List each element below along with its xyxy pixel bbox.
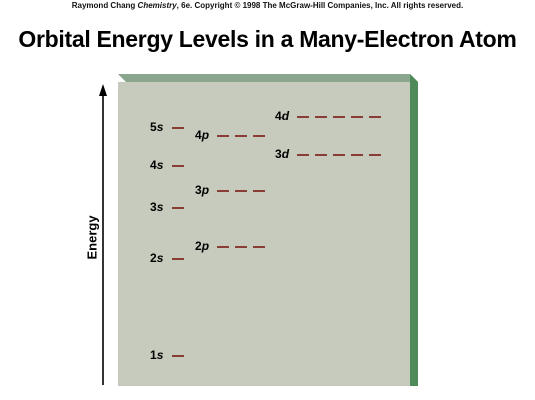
level-label-n: 2 (150, 251, 157, 265)
level-label-n: 3 (195, 183, 202, 197)
level-label-4s: 4s (150, 158, 163, 172)
level-label-l: p (201, 183, 210, 197)
level-label-l: s (156, 120, 164, 134)
level-label-4d: 4d (275, 109, 289, 123)
level-label-n: 4 (150, 158, 157, 172)
level-label-4p: 4p (195, 128, 209, 142)
level-label-2s: 2s (150, 251, 163, 265)
energy-axis-label: Energy (84, 215, 100, 260)
level-label-l: s (156, 251, 164, 265)
level-label-l: p (201, 128, 210, 142)
level-label-n: 5 (150, 120, 157, 134)
diagram-title: Orbital Energy Levels in a Many-Electron… (18, 26, 517, 52)
level-label-l: d (281, 147, 290, 161)
level-label-l: p (201, 239, 210, 253)
copyright-author: Raymond Chang (71, 1, 136, 10)
level-label-l: s (156, 200, 164, 214)
copyright-notice: Raymond Chang Chemistry, 6e. Copyright ©… (0, 1, 535, 10)
copyright-rest: , 6e. Copyright © 1998 The McGraw-Hill C… (176, 1, 464, 10)
level-label-3s: 3s (150, 200, 163, 214)
level-label-l: d (281, 109, 290, 123)
panel-face (118, 82, 410, 386)
level-label-n: 2 (195, 239, 202, 253)
level-label-3p: 3p (195, 183, 209, 197)
panel-side-edge (410, 74, 418, 386)
level-label-5s: 5s (150, 120, 163, 134)
level-lines (172, 116, 381, 357)
level-label-n: 3 (275, 147, 282, 161)
level-label-n: 4 (275, 109, 282, 123)
level-label-2p: 2p (195, 239, 209, 253)
level-label-l: s (156, 348, 164, 362)
level-label-n: 4 (195, 128, 202, 142)
level-label-n: 3 (150, 200, 157, 214)
level-label-l: s (156, 158, 164, 172)
copyright-book: Chemistry (137, 1, 177, 10)
energy-arrow-head (99, 84, 107, 96)
level-label-3d: 3d (275, 147, 289, 161)
panel-top-edge (118, 74, 418, 82)
level-label-n: 1 (150, 348, 157, 362)
level-label-1s: 1s (150, 348, 163, 362)
